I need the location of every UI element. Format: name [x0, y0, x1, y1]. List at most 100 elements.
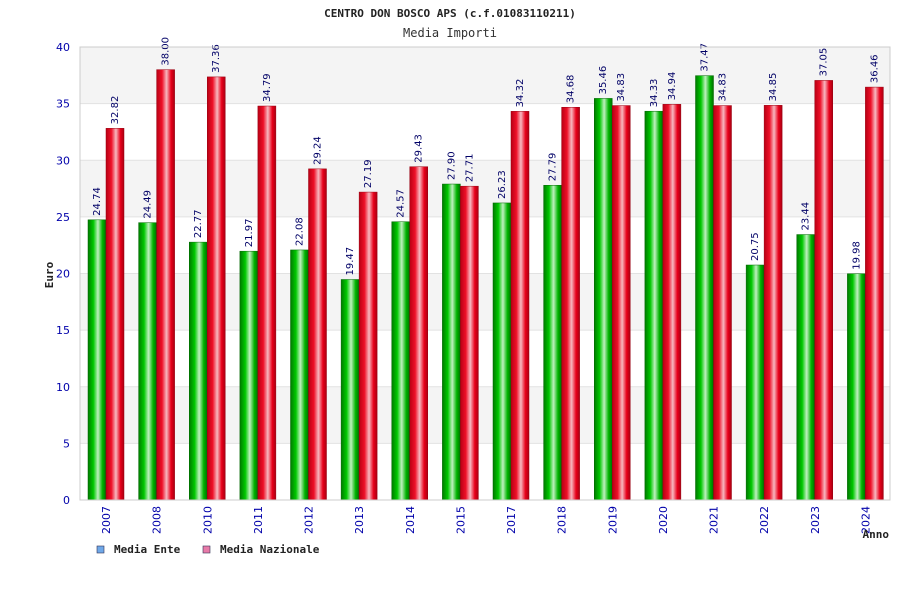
legend-label-media-ente: Media Ente: [114, 543, 181, 556]
data-label: 37.47: [700, 43, 711, 72]
data-label: 38.00: [161, 37, 172, 66]
x-tick-label: 2007: [100, 506, 113, 534]
bar-media-ente-2011: [239, 250, 259, 501]
x-tick-label: 2012: [303, 506, 316, 534]
bar-media-ente-2014: [391, 221, 410, 501]
data-label: 20.75: [750, 232, 761, 261]
x-axis-label: Anno: [863, 528, 890, 541]
bar-media-ente-2020: [644, 110, 664, 501]
bar-media-ente-2022: [745, 264, 765, 501]
data-label: 29.43: [414, 134, 425, 163]
bar-media-nazionale-2010: [207, 76, 226, 501]
bar-media-nazionale-2011: [257, 105, 277, 501]
bar-media-nazionale-2007: [105, 128, 125, 501]
bar-media-nazionale-2023: [814, 80, 833, 501]
legend-swatch-media-nazionale: [202, 545, 211, 554]
data-label: 26.23: [497, 170, 508, 199]
y-tick-label: 30: [56, 154, 70, 167]
legend: Media Ente Media Nazionale: [96, 543, 320, 556]
data-label: 34.79: [262, 73, 273, 102]
data-label: 23.44: [801, 202, 812, 231]
data-label: 24.49: [143, 190, 154, 219]
chart-subtitle: Media Importi: [403, 26, 497, 40]
bar-media-ente-2013: [340, 279, 360, 501]
bar-media-nazionale-2020: [662, 104, 682, 501]
data-label: 29.24: [313, 136, 324, 165]
x-tick-label: 2008: [151, 506, 164, 534]
y-tick-label: 10: [56, 381, 70, 394]
x-tick-label: 2018: [556, 506, 569, 534]
data-label: 34.32: [515, 79, 526, 108]
data-label: 36.46: [869, 54, 880, 83]
data-label: 27.71: [464, 154, 475, 183]
data-labels: 24.74 32.82 24.49 38.00 22.77 37.36 21.97 34.79…: [92, 37, 880, 275]
data-label: 22.08: [295, 217, 306, 246]
x-tick-label: 2015: [454, 506, 467, 534]
data-label: 34.68: [566, 75, 577, 104]
y-tick-label: 5: [63, 437, 70, 450]
x-tick-label: 2013: [353, 506, 366, 534]
bars: [87, 69, 884, 501]
bar-media-nazionale-2022: [763, 105, 783, 501]
bar-media-ente-2021: [695, 75, 714, 501]
bar-media-ente-2007: [87, 219, 107, 501]
data-label: 21.97: [244, 219, 255, 248]
x-tick-label: 2010: [201, 506, 214, 534]
data-label: 34.83: [616, 73, 627, 102]
bar-media-nazionale-2013: [358, 191, 378, 501]
y-tick-label: 25: [56, 211, 70, 224]
data-label: 22.77: [193, 209, 204, 238]
data-label: 27.19: [363, 159, 374, 188]
bar-media-ente-2017: [492, 202, 512, 501]
data-label: 37.36: [211, 44, 222, 73]
chart-title: CENTRO DON BOSCO APS (c.f.01083110211): [324, 7, 576, 20]
bar-media-ente-2023: [796, 234, 815, 501]
y-tick-label: 35: [56, 98, 70, 111]
bar-media-ente-2012: [290, 249, 309, 501]
data-label: 34.33: [649, 79, 660, 108]
bar-media-nazionale-2012: [308, 168, 327, 501]
data-label: 34.83: [718, 73, 729, 102]
x-tick-label: 2024: [859, 506, 872, 534]
data-label: 19.98: [851, 241, 862, 270]
y-tick-label: 20: [56, 268, 70, 281]
y-axis-label: Euro: [43, 261, 56, 288]
y-tick-label: 15: [56, 324, 70, 337]
bar-media-nazionale-2021: [713, 105, 732, 501]
data-label: 24.57: [396, 189, 407, 218]
plot-border: [79, 46, 891, 501]
bar-media-ente-2008: [138, 222, 157, 501]
x-axis-ticks: 2007 2008 2010 2011 2012 2013 2014 2015 2017 2018…: [100, 506, 872, 534]
bar-media-nazionale-2019: [612, 105, 631, 501]
bar-media-nazionale-2017: [510, 111, 530, 501]
data-label: 19.47: [345, 247, 356, 276]
legend-label-media-nazionale: Media Nazionale: [220, 543, 320, 556]
data-label: 37.05: [819, 48, 830, 77]
y-axis-ticks: 0 5 10 15 20 25 30 35 40: [56, 41, 70, 507]
data-label: 32.82: [110, 96, 121, 125]
x-tick-label: 2011: [252, 506, 265, 534]
bar-media-nazionale-2014: [409, 166, 428, 501]
bar-media-nazionale-2008: [156, 69, 175, 501]
bar-media-ente-2015: [442, 183, 461, 501]
data-label: 27.90: [446, 151, 457, 180]
legend-swatch-media-ente: [96, 545, 105, 554]
bar-media-ente-2018: [543, 185, 562, 501]
data-label: 34.85: [768, 73, 779, 102]
data-label: 24.74: [92, 187, 103, 216]
bar-media-ente-2019: [594, 98, 613, 501]
x-tick-label: 2022: [758, 506, 771, 534]
bar-media-ente-2024: [847, 273, 866, 501]
bar-media-nazionale-2024: [865, 86, 884, 501]
y-tick-label: 0: [63, 494, 70, 507]
x-tick-label: 2019: [606, 506, 619, 534]
y-tick-label: 40: [56, 41, 70, 54]
x-tick-label: 2021: [708, 506, 721, 534]
x-tick-label: 2017: [505, 506, 518, 534]
x-tick-label: 2023: [809, 506, 822, 534]
data-label: 35.46: [598, 66, 609, 95]
data-label: 34.94: [667, 72, 678, 101]
bar-media-ente-2010: [189, 241, 208, 501]
x-tick-label: 2014: [404, 506, 417, 534]
